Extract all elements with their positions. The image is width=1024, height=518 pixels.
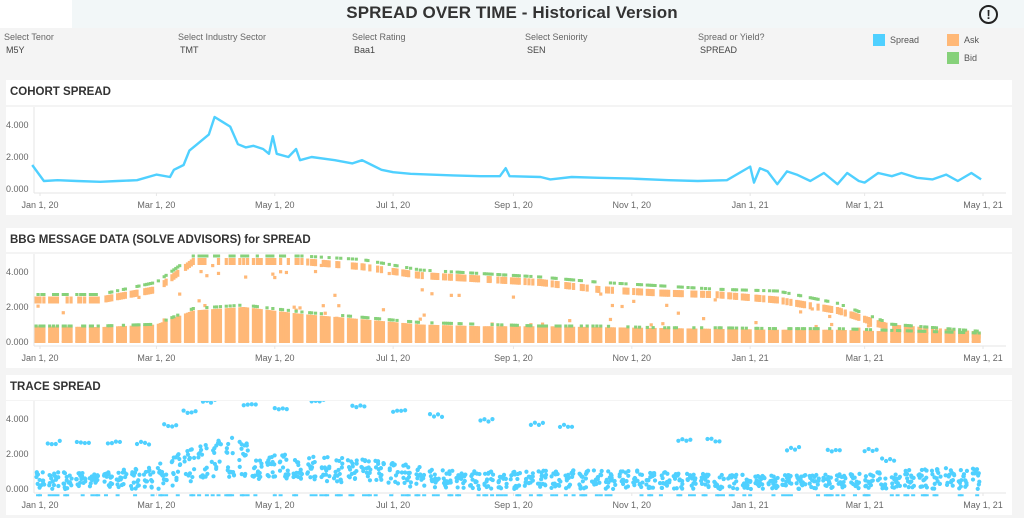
x-tick-label: Mar 1, 21: [846, 500, 884, 510]
x-tick-label: Nov 1, 20: [613, 200, 652, 210]
filter-value[interactable]: SEN: [527, 45, 546, 55]
filter-value[interactable]: TMT: [180, 45, 199, 55]
filter-value[interactable]: Baa1: [354, 45, 376, 55]
x-tick-label: Jan 1, 20: [21, 200, 58, 210]
trace-spread-header: TRACE SPREAD: [6, 375, 1012, 400]
bbg-message-data-chart[interactable]: 4.000 2.000 0.000 Jan 1, 20 Mar 1, 20 May 1, …: [6, 254, 1012, 368]
filter-bar: Select Tenor M5Y Select Industry Sector …: [0, 28, 1024, 76]
legend-label: Bid: [964, 53, 978, 63]
filter-label: Select Seniority: [525, 32, 588, 42]
filter-seniority[interactable]: Select Seniority SEN: [525, 32, 588, 55]
x-tick-label: Jan 1, 21: [732, 353, 769, 363]
y-tick-label: 4.000: [6, 267, 29, 277]
y-tick-label: 4.000: [6, 414, 29, 424]
scatter-points[interactable]: [34, 254, 981, 344]
x-tick-label: Mar 1, 20: [137, 200, 175, 210]
x-tick-label: Nov 1, 20: [613, 500, 652, 510]
cohort-spread-chart[interactable]: 4.000 2.000 0.000 Jan 1, 20 Mar 1, 20 May 1, …: [6, 107, 1012, 215]
x-tick-label: Mar 1, 21: [846, 353, 884, 363]
x-tick-label: May 1, 20: [255, 200, 295, 210]
legend-label: Spread: [890, 35, 920, 45]
x-tick-label: May 1, 20: [255, 353, 295, 363]
legend-label: Ask: [964, 35, 980, 45]
page-title: SPREAD OVER TIME - Historical Version: [346, 3, 678, 22]
title-bar: SPREAD OVER TIME - Historical Version !: [0, 0, 1024, 28]
x-tick-label: Nov 1, 20: [613, 353, 652, 363]
filter-value[interactable]: SPREAD: [700, 45, 738, 55]
x-tick-label: Jan 1, 20: [21, 353, 58, 363]
trace-spread-chart[interactable]: 4.000 2.000 0.000 Jan 1, 20 Mar 1, 20 May 1, …: [6, 401, 1012, 515]
filter-label: Spread or Yield?: [698, 32, 765, 42]
chart-svg[interactable]: 4.000 2.000 0.000 Jan 1, 20 Mar 1, 20 May 1, …: [6, 401, 1012, 515]
ask-swatch-icon: [947, 34, 959, 46]
filter-label: Select Industry Sector: [178, 32, 267, 42]
y-tick-label: 2.000: [6, 302, 29, 312]
panel-title: COHORT SPREAD: [10, 86, 111, 98]
x-tick-label: May 1, 21: [963, 200, 1003, 210]
x-tick-label: May 1, 20: [255, 500, 295, 510]
filter-rating[interactable]: Select Rating Baa1: [352, 32, 406, 55]
scatter-points[interactable]: [34, 401, 982, 497]
x-tick-label: Jan 1, 20: [21, 500, 58, 510]
x-tick-label: Sep 1, 20: [494, 500, 533, 510]
x-tick-label: Jul 1, 20: [376, 353, 410, 363]
chart-svg[interactable]: 4.000 2.000 0.000 Jan 1, 20 Mar 1, 20 May 1, …: [6, 107, 1012, 215]
y-tick-label: 4.000: [6, 120, 29, 130]
panel-title: BBG MESSAGE DATA (SOLVE ADVISORS) for SP…: [10, 234, 311, 246]
x-tick-label: Jan 1, 21: [732, 500, 769, 510]
x-tick-label: May 1, 21: [963, 353, 1003, 363]
y-tick-label: 2.000: [6, 152, 29, 162]
exclamation-circle-icon[interactable]: !: [979, 5, 998, 24]
panel-title: TRACE SPREAD: [10, 381, 101, 393]
x-tick-label: Sep 1, 20: [494, 200, 533, 210]
bid-swatch-icon: [947, 52, 959, 64]
x-tick-label: Jul 1, 20: [376, 500, 410, 510]
filter-label: Select Tenor: [4, 32, 54, 42]
x-tick-label: Sep 1, 20: [494, 353, 533, 363]
filter-label: Select Rating: [352, 32, 406, 42]
x-tick-label: Mar 1, 20: [137, 500, 175, 510]
logo-placeholder: [0, 0, 72, 28]
spread-swatch-icon: [873, 34, 885, 46]
x-tick-label: Jan 1, 21: [732, 200, 769, 210]
y-tick-label: 0.000: [6, 337, 29, 347]
filter-industry-sector[interactable]: Select Industry Sector TMT: [178, 32, 266, 55]
x-tick-label: Jul 1, 20: [376, 200, 410, 210]
x-tick-label: Mar 1, 20: [137, 353, 175, 363]
y-tick-label: 0.000: [6, 184, 29, 194]
cohort-spread-header: COHORT SPREAD: [6, 80, 1012, 105]
filter-spread-or-yield[interactable]: Spread or Yield? SPREAD: [698, 32, 765, 55]
x-tick-label: Mar 1, 21: [846, 200, 884, 210]
filter-value[interactable]: M5Y: [6, 45, 25, 55]
x-tick-label: May 1, 21: [963, 500, 1003, 510]
spread-line[interactable]: [31, 115, 982, 186]
y-tick-label: 2.000: [6, 449, 29, 459]
bbg-message-data-header: BBG MESSAGE DATA (SOLVE ADVISORS) for SP…: [6, 228, 1012, 252]
chart-svg[interactable]: 4.000 2.000 0.000 Jan 1, 20 Mar 1, 20 May 1, …: [6, 254, 1012, 368]
y-tick-label: 0.000: [6, 484, 29, 494]
filter-tenor[interactable]: Select Tenor M5Y: [4, 32, 54, 55]
